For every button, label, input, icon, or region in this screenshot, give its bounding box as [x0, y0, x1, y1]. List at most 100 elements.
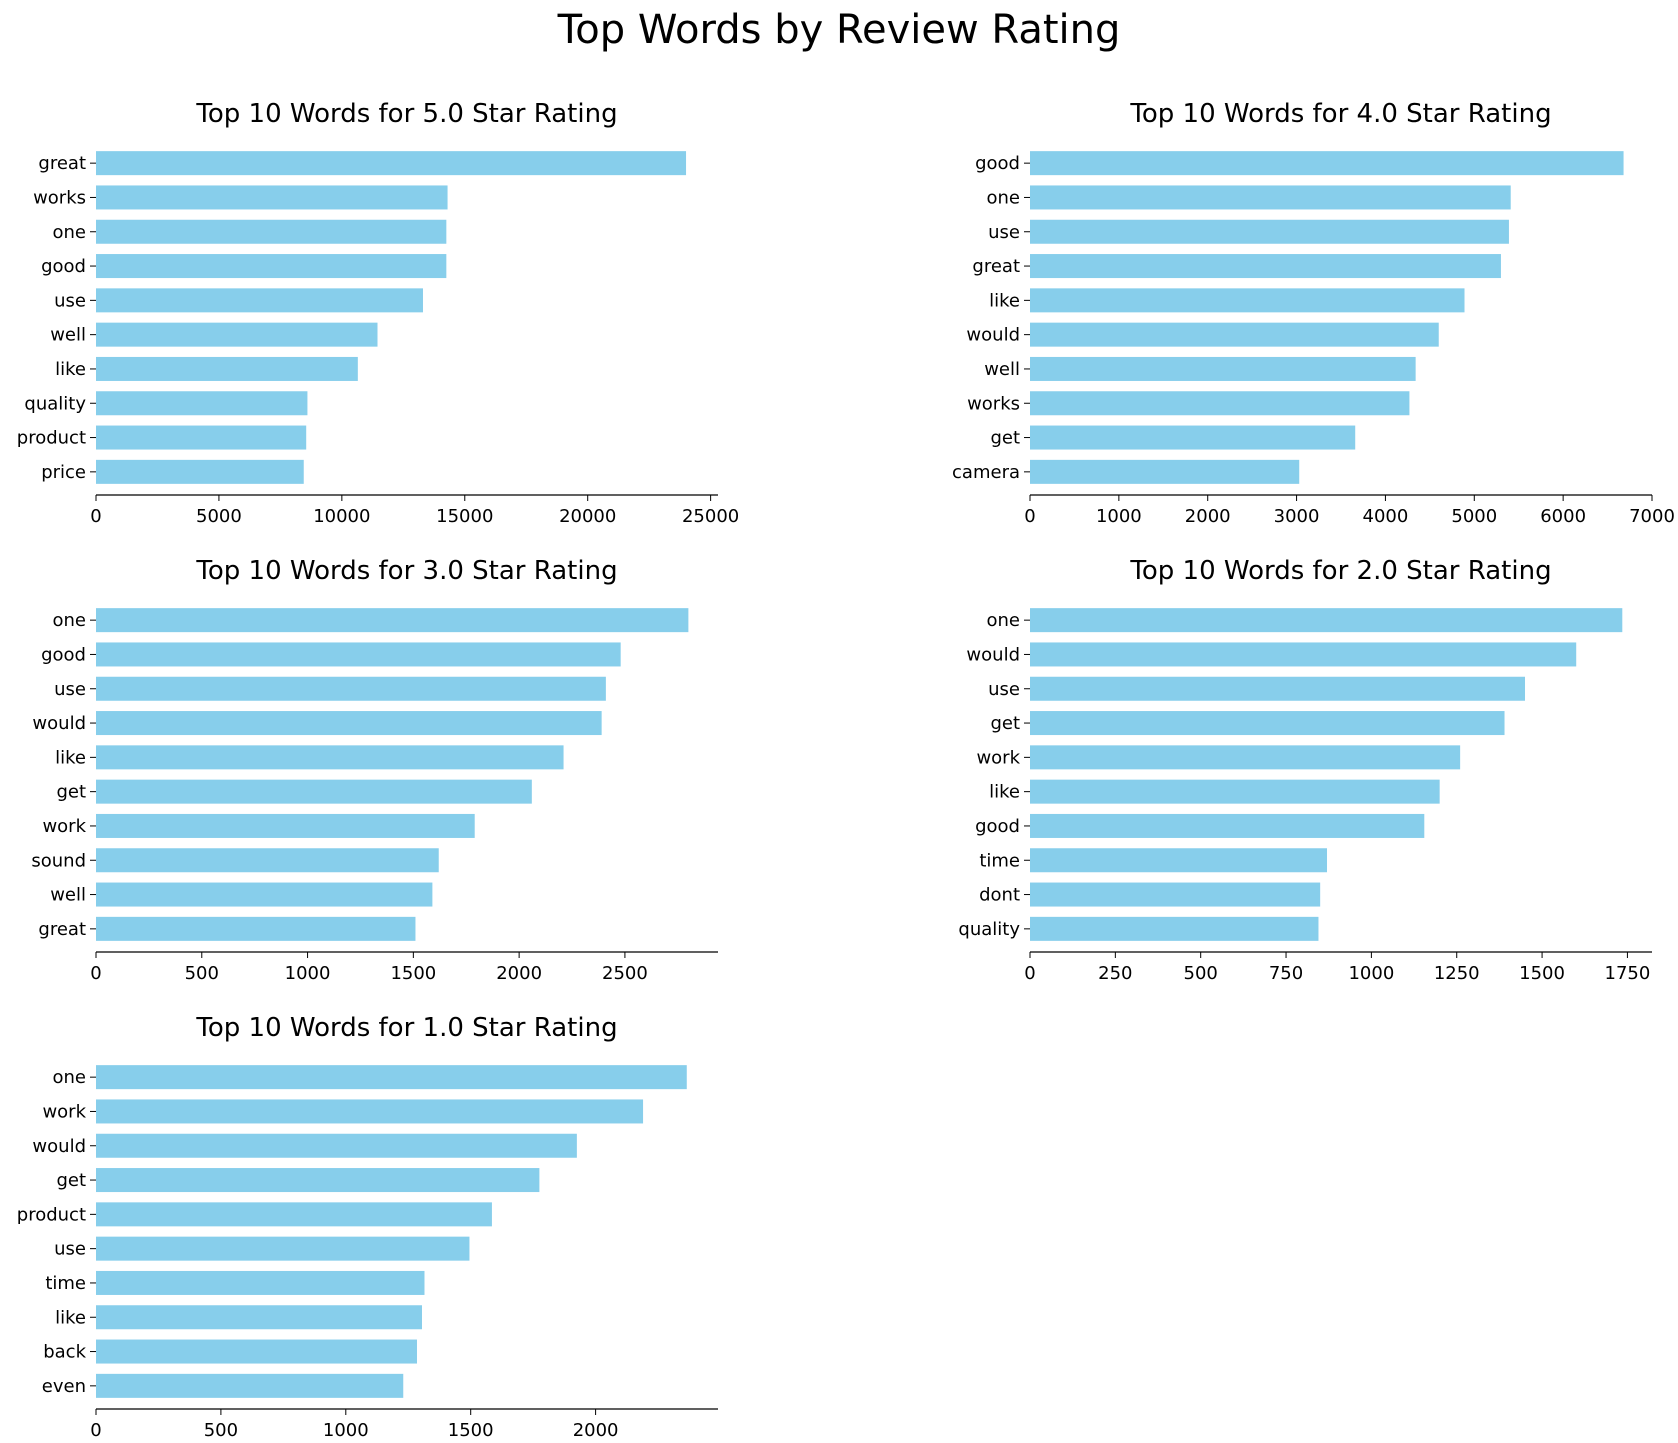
bar	[96, 288, 423, 313]
category-label: one	[53, 222, 87, 243]
bar	[1030, 322, 1439, 347]
x-tick-label: 1500	[448, 1420, 494, 1441]
panel-title: Top 10 Words for 1.0 Star Rating	[195, 1013, 617, 1043]
chart-panel-1: Top 10 Words for 5.0 Star Rating great wor…	[17, 99, 739, 527]
panel-title: Top 10 Words for 3.0 Star Rating	[195, 556, 617, 586]
x-tick-label: 10000	[313, 506, 370, 527]
category-label: get	[56, 782, 86, 803]
x-tick-label: 0	[90, 506, 101, 527]
bar	[96, 185, 448, 210]
category-label: use	[988, 222, 1020, 243]
category-label: one	[53, 610, 87, 631]
category-label: sound	[31, 850, 86, 871]
category-label: good	[975, 816, 1020, 837]
category-label: great	[38, 153, 86, 174]
category-label: would	[32, 1136, 86, 1157]
bar	[1030, 676, 1526, 701]
x-tick-label: 1000	[1096, 506, 1142, 527]
bar	[96, 1099, 644, 1124]
bar	[96, 322, 378, 347]
x-tick-label: 7000	[1629, 506, 1675, 527]
x-tick-label: 0	[90, 1420, 101, 1441]
category-label: works	[967, 393, 1020, 414]
category-label: would	[32, 713, 86, 734]
category-label: well	[50, 885, 86, 906]
category-label: time	[45, 1273, 86, 1294]
x-tick-label: 0	[90, 963, 101, 984]
bar	[96, 1339, 417, 1364]
x-tick-label: 750	[1269, 963, 1303, 984]
bar	[96, 1168, 540, 1193]
category-label: would	[966, 325, 1020, 346]
category-label: like	[55, 747, 86, 768]
bar	[1030, 745, 1461, 770]
bar	[96, 219, 447, 244]
x-tick-label: 2000	[1185, 506, 1231, 527]
x-tick-label: 15000	[436, 506, 493, 527]
category-label: get	[990, 428, 1020, 449]
bar	[1030, 642, 1577, 667]
x-tick-label: 6000	[1540, 506, 1586, 527]
x-tick-label: 1000	[323, 1420, 369, 1441]
bar	[96, 813, 475, 838]
bar	[96, 1373, 404, 1398]
x-tick-label: 1000	[1348, 963, 1394, 984]
x-tick-label: 500	[1184, 963, 1218, 984]
x-tick-label: 0	[1024, 963, 1035, 984]
x-tick-label: 2500	[602, 963, 648, 984]
category-label: back	[43, 1342, 86, 1363]
bar	[96, 356, 358, 381]
category-label: like	[989, 782, 1020, 803]
bar	[1030, 151, 1624, 176]
bar	[1030, 848, 1328, 873]
x-tick-label: 4000	[1363, 506, 1409, 527]
bar	[1030, 459, 1300, 484]
bar	[96, 711, 602, 736]
x-tick-label: 500	[204, 1420, 238, 1441]
bar	[96, 1270, 425, 1295]
category-label: work	[42, 816, 86, 837]
category-label: great	[972, 256, 1020, 277]
bar	[1030, 288, 1465, 313]
category-label: get	[56, 1170, 86, 1191]
x-tick-label: 2000	[573, 1420, 619, 1441]
bar	[96, 391, 308, 416]
panel-title: Top 10 Words for 4.0 Star Rating	[1129, 99, 1551, 129]
bar	[96, 745, 564, 770]
x-tick-label: 1250	[1434, 963, 1480, 984]
bar	[1030, 185, 1511, 210]
bar	[1030, 356, 1416, 381]
x-tick-label: 5000	[1451, 506, 1497, 527]
bar	[1030, 254, 1501, 279]
bar	[1030, 391, 1410, 416]
bar	[96, 1065, 687, 1090]
bar	[96, 254, 447, 279]
bar	[96, 676, 606, 701]
bar	[96, 459, 304, 484]
figure-title: Top Words by Review Rating	[557, 7, 1121, 53]
category-label: like	[55, 359, 86, 380]
category-label: well	[984, 359, 1020, 380]
x-tick-label: 250	[1098, 963, 1132, 984]
category-label: price	[41, 462, 86, 483]
x-tick-label: 20000	[559, 506, 616, 527]
bar	[1030, 779, 1440, 804]
bar	[96, 882, 433, 907]
x-tick-label: 1500	[390, 963, 436, 984]
bar	[1030, 813, 1425, 838]
x-tick-label: 5000	[196, 506, 242, 527]
bar	[96, 425, 307, 450]
category-label: use	[54, 679, 86, 700]
x-tick-label: 3000	[1274, 506, 1320, 527]
bar	[96, 151, 687, 176]
category-label: product	[17, 1204, 86, 1225]
bar	[1030, 608, 1623, 633]
category-label: work	[42, 1101, 86, 1122]
category-label: use	[54, 1239, 86, 1260]
x-tick-label: 1000	[285, 963, 331, 984]
bar	[96, 1305, 422, 1330]
x-tick-label: 1750	[1605, 963, 1651, 984]
category-label: one	[53, 1067, 87, 1088]
bar	[1030, 219, 1509, 244]
